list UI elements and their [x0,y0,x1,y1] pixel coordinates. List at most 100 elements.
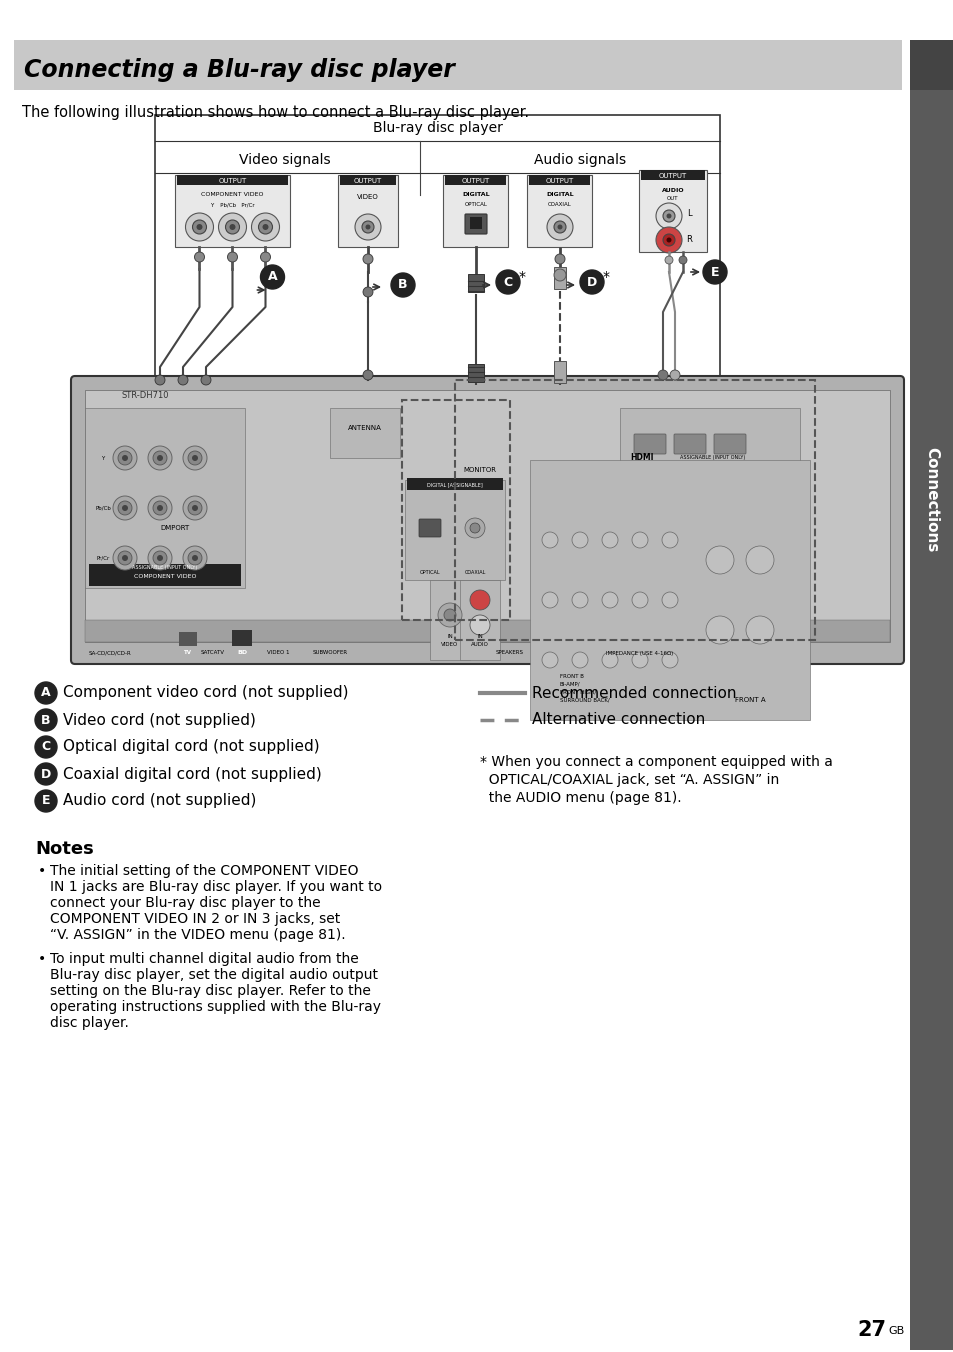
Text: operating instructions supplied with the Blu-ray: operating instructions supplied with the… [50,1000,380,1014]
Text: FRONT A: FRONT A [734,698,764,703]
Text: A: A [268,270,277,284]
Bar [407,479,502,489]
Text: B: B [41,714,51,726]
Circle shape [437,603,461,627]
Text: To input multi channel digital audio from the: To input multi channel digital audio fro… [50,952,358,965]
Circle shape [661,652,678,668]
Text: C: C [503,276,512,288]
Text: FRONT B: FRONT B [559,673,583,679]
Text: COAXIAL: COAXIAL [464,569,485,575]
Text: VIDEO 1: VIDEO 1 [267,650,289,656]
Circle shape [122,506,128,511]
Bar [470,218,481,228]
Circle shape [355,214,380,241]
Text: •: • [38,864,46,877]
Bar [527,174,592,247]
Text: E: E [42,795,51,807]
Text: DIGITAL: DIGITAL [546,192,573,197]
Circle shape [192,456,198,461]
Circle shape [601,652,618,668]
Text: Pr/Cr: Pr/Cr [96,556,110,561]
Bar [554,266,565,289]
Bar [554,361,565,383]
Circle shape [122,556,128,561]
Bar [619,408,800,468]
Text: Video cord (not supplied): Video cord (not supplied) [63,713,255,727]
Circle shape [112,546,137,571]
Text: VIDEO: VIDEO [441,642,458,648]
Circle shape [118,502,132,515]
Circle shape [148,446,172,470]
Bar [468,274,483,292]
Text: OPTICAL/COAXIAL jack, set “A. ASSIGN” in: OPTICAL/COAXIAL jack, set “A. ASSIGN” in [479,773,779,787]
Circle shape [705,617,733,644]
Circle shape [188,452,202,465]
Text: IN: IN [447,634,453,639]
Text: IMPEDANCE (USE 4-16Ω): IMPEDANCE (USE 4-16Ω) [606,650,673,656]
Bar [174,174,290,247]
Circle shape [157,556,163,561]
Text: HDMI: HDMI [629,453,653,462]
Circle shape [148,496,172,521]
Circle shape [363,287,373,297]
Circle shape [363,370,373,380]
Bar [639,170,706,251]
Circle shape [745,546,773,575]
Text: Coaxial digital cord (not supplied): Coaxial digital cord (not supplied) [63,767,321,781]
Text: ASSIGNABLE (INPUT ONLY): ASSIGNABLE (INPUT ONLY) [132,565,197,571]
Circle shape [258,220,273,234]
Circle shape [35,708,57,731]
Text: STR-DH710: STR-DH710 [121,391,169,399]
Text: Blu-ray disc player: Blu-ray disc player [373,120,502,135]
Circle shape [148,546,172,571]
Text: Optical digital cord (not supplied): Optical digital cord (not supplied) [63,740,319,754]
Text: setting on the Blu-ray disc player. Refer to the: setting on the Blu-ray disc player. Refe… [50,984,371,998]
Circle shape [157,506,163,511]
Text: Alternative connection: Alternative connection [532,713,704,727]
Text: ANTENNA: ANTENNA [348,425,381,431]
Bar [14,41,901,91]
Circle shape [572,652,587,668]
Text: OUTPUT: OUTPUT [354,178,382,184]
Text: DMPORT: DMPORT [160,525,190,531]
Text: the AUDIO menu (page 81).: the AUDIO menu (page 81). [479,791,680,804]
Circle shape [496,270,519,293]
Text: BI-AMP/: BI-AMP/ [559,681,580,687]
Circle shape [227,251,237,262]
Text: OUTPUT: OUTPUT [461,178,490,184]
Text: AUDIO: AUDIO [661,188,683,192]
Text: BD: BD [236,650,247,656]
Text: R: R [685,235,691,245]
Circle shape [669,370,679,380]
Bar [909,41,953,91]
Circle shape [252,214,279,241]
Circle shape [365,224,370,230]
Circle shape [218,214,246,241]
FancyBboxPatch shape [71,376,903,664]
Text: D: D [586,276,597,288]
FancyBboxPatch shape [713,434,745,454]
Text: FRONT HIGH/: FRONT HIGH/ [559,690,596,695]
Text: ASSIGNABLE (INPUT ONLY): ASSIGNABLE (INPUT ONLY) [679,456,744,461]
Text: TV: TV [184,650,192,656]
Circle shape [662,210,675,222]
Circle shape [631,592,647,608]
Circle shape [572,531,587,548]
Bar [232,630,252,646]
Text: D: D [41,768,51,780]
Circle shape [201,375,211,385]
Circle shape [554,220,565,233]
Text: connect your Blu-ray disc player to the: connect your Blu-ray disc player to the [50,896,320,910]
Bar [468,364,483,383]
Text: Video signals: Video signals [239,153,331,168]
Bar [337,174,397,247]
Text: Audio signals: Audio signals [534,153,625,168]
Text: SATCATV: SATCATV [201,650,225,656]
Text: COAXIAL: COAXIAL [548,201,571,207]
Text: AUDIO: AUDIO [471,642,489,648]
Bar [339,174,395,185]
Text: Blu-ray disc player, set the digital audio output: Blu-ray disc player, set the digital aud… [50,968,377,982]
Circle shape [35,790,57,813]
Circle shape [118,552,132,565]
Text: Y    Pb/Cb   Pr/Cr: Y Pb/Cb Pr/Cr [210,203,254,207]
